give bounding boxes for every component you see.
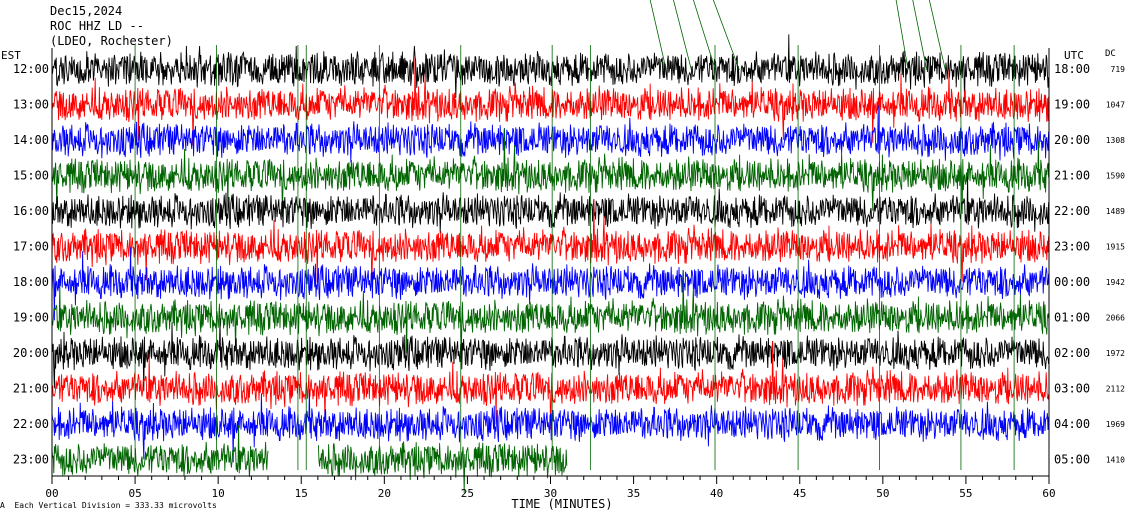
utc-hour-label: 18:00 [1054,62,1090,76]
trace-row [51,389,1050,463]
utc-hour-label: 19:00 [1054,98,1090,112]
est-hour-label: 22:00 [13,417,49,431]
utc-hour-label: 22:00 [1054,204,1090,218]
header-location: (LDEO, Rochester) [50,34,173,48]
x-tick-label: 30 [544,487,557,500]
x-tick-label: 55 [959,487,972,500]
trace-row [51,176,1050,234]
x-tick-labels: 00 05 10 15 20 25 30 35 40 45 50 55 60 [45,487,1055,500]
est-hour-label: 17:00 [13,240,49,254]
dc-offset-label: 719 [1111,65,1126,74]
utc-hour-label: 04:00 [1054,417,1090,431]
header-date: Dec15,2024 [50,4,123,18]
utc-hour-label: 03:00 [1054,382,1090,396]
utc-hour-label: 01:00 [1054,311,1090,325]
event-marker-slant [895,0,909,71]
trace-row [51,424,568,493]
utc-hour-label: 23:00 [1054,240,1090,254]
event-marker-slant [928,0,946,71]
est-hour-label: 23:00 [13,453,49,467]
x-tick-label: 20 [378,487,391,500]
event-marker-slant [693,0,716,71]
dc-offset-label: 1047 [1106,101,1125,110]
x-tick-label: 05 [128,487,141,500]
x-tick-label: 35 [627,487,640,500]
footer-scale-note: A Each Vertical Division = 333.33 microv… [0,501,217,510]
trace-row [51,105,1050,163]
left-axis-label: EST [1,49,21,62]
trace-row [51,57,1050,146]
x-tick-label: 40 [710,487,723,500]
event-marker-slant [649,0,667,71]
trace-row [51,199,1050,288]
est-labels: 12:00 13:00 14:00 15:00 16:00 17:00 18:00 19:00… [13,62,49,467]
event-marker-slant [673,0,692,71]
dc-offset-label: 1915 [1106,243,1125,252]
dc-label: DC [1105,49,1116,59]
right-axis-label: UTC [1064,49,1084,62]
est-hour-label: 12:00 [13,62,49,76]
x-tick-label: 50 [876,487,889,500]
x-tick-label: 45 [793,487,806,500]
x-axis-label: TIME (MINUTES) [511,497,612,511]
est-hour-label: 18:00 [13,275,49,289]
trace-row [51,128,1050,217]
utc-hour-label: 20:00 [1054,133,1090,147]
x-tick-label: 10 [212,487,225,500]
trace-row [51,318,1050,392]
x-tick-label: 60 [1042,487,1055,500]
est-hour-label: 20:00 [13,346,49,360]
dc-labels: 719 1047 1308 1590 1489 1915 1942 2066 1972 2112 1… [1106,65,1125,465]
x-tick-label: 00 [45,487,58,500]
dc-offset-label: 2112 [1106,385,1125,394]
dc-offset-label: 2066 [1106,314,1125,323]
footer-text: Each Vertical Division = 333.33 microvol… [14,501,217,510]
dc-offset-label: 1972 [1106,349,1125,358]
event-marker-slant [912,0,928,71]
trace-row [51,270,1050,359]
event-marker-slant [712,0,740,71]
footer-mark: A [0,501,5,510]
dc-offset-label: 1410 [1106,456,1125,465]
utc-hour-label: 00:00 [1054,275,1090,289]
event-marker-layer [134,0,1015,470]
dc-offset-label: 1590 [1106,172,1125,181]
dc-offset-label: 1969 [1106,420,1125,429]
x-tick-label: 25 [461,487,474,500]
utc-hour-label: 05:00 [1054,453,1090,467]
trace-row [51,247,1050,321]
est-hour-label: 15:00 [13,169,49,183]
utc-labels: 18:00 19:00 20:00 21:00 22:00 23:00 00:00 01:00… [1054,62,1090,467]
x-tick-label: 15 [295,487,308,500]
header-station: ROC HHZ LD -- [50,19,144,33]
est-hour-label: 14:00 [13,133,49,147]
est-hour-label: 13:00 [13,98,49,112]
trace-row [51,341,1050,430]
dc-offset-label: 1942 [1106,278,1125,287]
trace-layer [51,34,1050,493]
dc-offset-label: 1308 [1106,136,1125,145]
est-hour-label: 16:00 [13,204,49,218]
axes-layer [51,48,1050,484]
utc-hour-label: 21:00 [1054,169,1090,183]
est-hour-label: 19:00 [13,311,49,325]
trace-row [51,34,1050,103]
est-hour-label: 21:00 [13,382,49,396]
dc-offset-label: 1489 [1106,207,1125,216]
utc-hour-label: 02:00 [1054,346,1090,360]
